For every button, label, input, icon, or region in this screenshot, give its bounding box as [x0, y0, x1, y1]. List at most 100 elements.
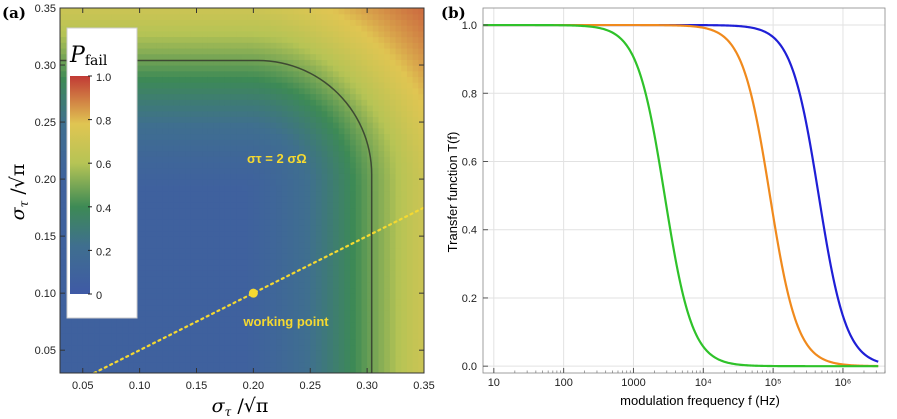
heatmap-cell — [224, 30, 232, 38]
heatmap-cell — [219, 258, 226, 266]
heatmap-cell — [367, 42, 374, 49]
heatmap-cell — [242, 156, 249, 163]
heatmap-cell — [196, 122, 203, 129]
heatmap-cell — [406, 287, 414, 294]
heatmap-cell — [207, 327, 215, 334]
heatmap-cell — [259, 133, 266, 140]
heatmap-cell — [350, 327, 357, 334]
heatmap-cell — [321, 355, 328, 363]
heatmap-cell — [367, 59, 374, 66]
heatmap-cell — [281, 127, 289, 135]
heatmap-cell — [350, 70, 357, 78]
heatmap-cell — [276, 53, 283, 60]
heatmap-cell — [230, 264, 237, 271]
heatmap-cell — [242, 327, 249, 334]
heatmap-cell — [219, 179, 226, 186]
heatmap-cell — [298, 287, 306, 294]
heatmap-cell — [298, 110, 306, 117]
heatmap-cell — [315, 361, 323, 368]
heatmap-cell — [406, 344, 414, 351]
heatmap-cell — [384, 304, 391, 311]
heatmap-cell — [190, 59, 198, 66]
heatmap-cell — [281, 350, 289, 357]
heatmap-cell — [367, 70, 374, 78]
heatmap-cell — [94, 344, 101, 351]
heatmap-cell — [304, 224, 311, 232]
heatmap-cell — [270, 247, 277, 254]
heatmap-cell — [304, 42, 311, 49]
heatmap-cell — [247, 30, 254, 38]
heatmap-cell — [315, 207, 323, 214]
heatmap-cell — [196, 36, 203, 43]
heatmap-cell — [344, 173, 351, 180]
heatmap-cell — [219, 53, 226, 60]
heatmap-cell — [162, 264, 169, 271]
heatmap-cell — [315, 47, 323, 55]
heatmap-cell — [327, 361, 334, 368]
heatmap-cell — [179, 361, 186, 368]
heatmap-cell — [162, 304, 169, 311]
heatmap-cell — [207, 298, 215, 306]
heatmap-cell — [287, 287, 294, 294]
heatmap-cell — [242, 13, 249, 21]
heatmap-cell — [310, 59, 317, 66]
heatmap-cell — [139, 264, 146, 271]
heatmap-cell — [310, 127, 317, 135]
heatmap-cell — [350, 167, 357, 174]
heatmap-cell — [304, 361, 311, 368]
heatmap-cell — [367, 350, 374, 357]
heatmap-cell — [156, 281, 163, 289]
heatmap-cell — [333, 122, 340, 129]
heatmap-cell — [293, 287, 300, 294]
heatmap-cell — [406, 304, 414, 311]
heatmap-cell — [304, 173, 311, 180]
heatmap-cell — [230, 338, 237, 346]
heatmap-cell — [418, 344, 424, 351]
heatmap-cell — [384, 133, 391, 140]
heatmap-cell — [253, 190, 260, 197]
heatmap-cell — [270, 167, 277, 174]
heatmap-cell — [281, 184, 289, 192]
heatmap-cell — [333, 133, 340, 140]
heatmap-cell — [224, 144, 232, 152]
heatmap-cell — [168, 344, 175, 351]
heatmap-cell — [213, 53, 220, 60]
heatmap-cell — [145, 219, 152, 226]
heatmap-cell — [276, 87, 283, 95]
heatmap-cell — [276, 350, 283, 357]
heatmap-cell — [350, 53, 357, 60]
heatmap-cell — [298, 196, 306, 203]
heatmap-cell — [270, 304, 277, 311]
heatmap-cell — [156, 310, 163, 317]
heatmap-cell — [350, 82, 357, 89]
heatmap-cell — [156, 13, 163, 21]
heatmap-cell — [333, 150, 340, 157]
heatmap-cell — [236, 253, 243, 260]
heatmap-cell — [293, 87, 300, 95]
heatmap-cell — [298, 167, 306, 174]
heatmap-cell — [367, 13, 374, 21]
heatmap-cell — [304, 253, 311, 260]
heatmap-cell — [224, 196, 232, 203]
heatmap-cell — [219, 241, 226, 249]
heatmap-cell — [327, 367, 334, 373]
heatmap-cell — [406, 230, 414, 237]
heatmap-cell — [196, 219, 203, 226]
heatmap-cell — [196, 276, 203, 283]
heatmap-cell — [190, 167, 198, 174]
heatmap-cell — [287, 293, 294, 300]
heatmap-cell — [253, 298, 260, 306]
heatmap-cell — [168, 241, 175, 249]
heatmap-cell — [418, 179, 424, 186]
heatmap-cell — [298, 213, 306, 220]
heatmap-cell — [88, 8, 95, 15]
heatmap-cell — [327, 139, 334, 146]
heatmap-cell — [344, 213, 351, 220]
heatmap-cell — [224, 253, 232, 260]
heatmap-cell — [230, 133, 237, 140]
heatmap-cell — [173, 25, 181, 32]
heatmap-cell — [247, 87, 254, 95]
heatmap-cell — [156, 156, 163, 163]
heatmap-cell — [259, 236, 266, 243]
heatmap-cell — [242, 196, 249, 203]
